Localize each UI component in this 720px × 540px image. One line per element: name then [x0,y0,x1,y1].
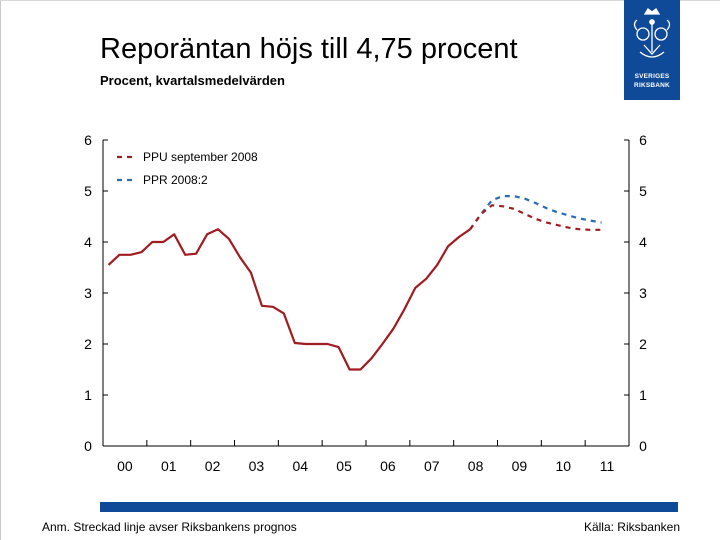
x-tick-label: 09 [512,458,528,474]
x-tick-label: 06 [380,458,396,474]
slide-subtitle: Procent, kvartalsmedelvärden [100,73,285,88]
logo-text-sveriges: SVERIGES [634,73,670,80]
slide-title: Reporäntan höjs till 4,75 procent [100,33,518,65]
footer-bar [100,502,678,512]
x-tick-label: 07 [424,458,440,474]
logo-text-riksbank: RIKSBANK [634,82,670,89]
y-tick-label-right: 4 [639,234,647,250]
chart-series [107,195,602,371]
x-tick-label: 04 [292,458,308,474]
series-line-outcome [107,228,471,371]
x-tick-label: 10 [555,458,571,474]
repo-rate-chart: 0 01 12 23 34 45 56 600 01 02 03 04 05 06 07 08 09 10 11 P… [84,132,647,474]
page-top-border [0,0,720,1]
y-tick-label-left: 5 [84,183,92,199]
y-tick-label-left: 0 [84,438,92,454]
x-tick-label: 01 [161,458,177,474]
x-tick-label: 08 [468,458,484,474]
x-tick-label: 03 [249,458,265,474]
page-left-border [0,0,1,540]
x-tick-label: 11 [600,458,615,474]
series-line-forecast-1 [469,195,602,230]
series-line-forecast-2 [469,204,602,231]
chart-legend: PPU september 2008 PPR 2008:2 [117,150,258,187]
y-tick-label-right: 3 [639,285,647,301]
y-tick-label-left: 6 [84,132,92,148]
y-tick-label-right: 5 [639,183,647,199]
legend-label: PPU september 2008 [143,150,258,164]
footer-note: Anm. Streckad linje avser Riksbankens pr… [42,520,297,534]
x-tick-label: 02 [205,458,221,474]
y-tick-label-right: 2 [639,336,647,352]
riksbank-logo: SVERIGES RIKSBANK [624,0,680,100]
y-tick-label-left: 3 [84,285,92,301]
y-tick-label-right: 0 [639,438,647,454]
footer-source: Källa: Riksbanken [583,520,680,534]
chart-axes: 0 01 12 23 34 45 56 600 01 02 03 04 05 06 07 08 09 10 11 [84,132,647,474]
legend-label: PPR 2008:2 [143,173,208,187]
y-tick-label-right: 1 [639,387,647,403]
y-tick-label-right: 6 [639,132,647,148]
y-tick-label-left: 1 [84,387,92,403]
y-tick-label-left: 2 [84,336,92,352]
x-tick-label: 05 [336,458,352,474]
x-tick-label: 00 [117,458,133,474]
riksbank-crest-icon [633,8,671,58]
y-tick-label-left: 4 [84,234,92,250]
